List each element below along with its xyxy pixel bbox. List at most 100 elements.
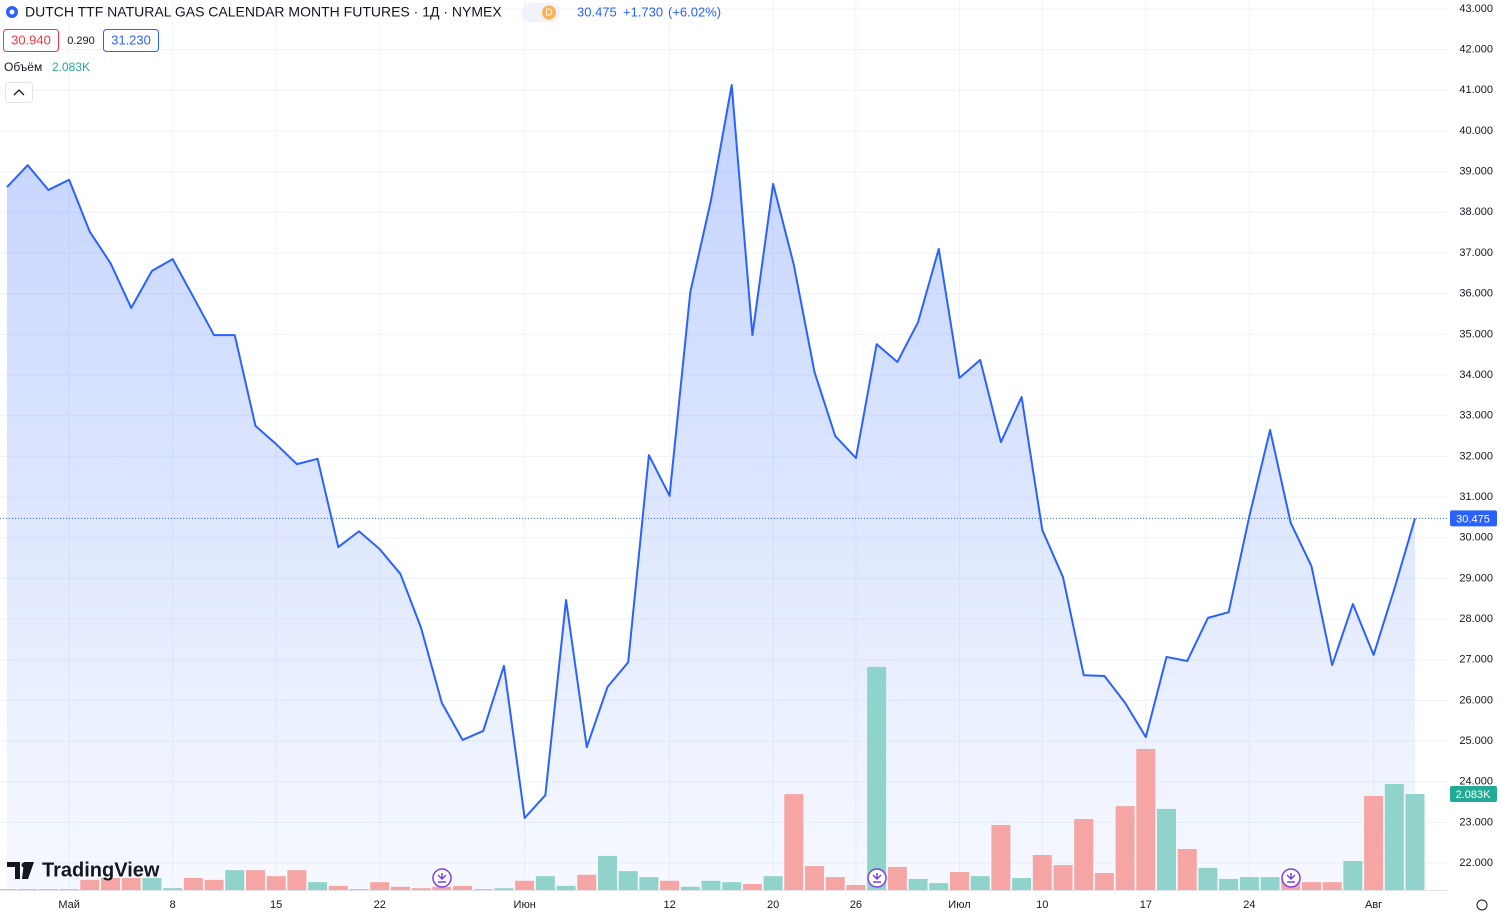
volume-bar (308, 882, 328, 890)
x-tick-label: Авг (1365, 899, 1382, 911)
chart-title: DUTCH TTF NATURAL GAS CALENDAR MONTH FUT… (25, 4, 502, 20)
volume-bar (0, 889, 17, 890)
spread: 0.290 (67, 35, 95, 47)
y-tick-label: 29.000 (1459, 572, 1493, 584)
event-icon[interactable] (1281, 868, 1301, 888)
volume-bar (245, 870, 265, 890)
volume-bar (929, 883, 949, 890)
event-icon[interactable] (432, 868, 452, 888)
badge: D (545, 8, 552, 19)
volume-title: Объём (4, 60, 42, 74)
volume-tag (1450, 785, 1497, 802)
y-tick-label: 22.000 (1459, 857, 1493, 869)
volume-bar (701, 880, 721, 890)
change: +1.730 (623, 4, 663, 19)
change-pct: (+6.02%) (668, 4, 721, 19)
collapse-button[interactable] (5, 82, 33, 103)
volume-bar (390, 886, 410, 890)
volume-bar (597, 855, 617, 890)
volume-bar (266, 876, 286, 890)
volume-bar (1157, 808, 1177, 890)
event-icon[interactable] (867, 868, 887, 888)
volume-bar (121, 878, 141, 890)
volume-bar (1032, 854, 1052, 890)
ask-box[interactable] (103, 29, 159, 52)
volume-bar (991, 825, 1011, 890)
volume-bar (784, 794, 804, 890)
volume-value: 2.083K (52, 60, 90, 74)
symbol-icon-dot (9, 9, 15, 15)
volume-bar (18, 889, 38, 890)
logo-dot (21, 862, 27, 868)
y-tick-label: 30.000 (1459, 532, 1493, 544)
volume-bar (887, 866, 907, 890)
x-tick-label: 26 (850, 899, 862, 911)
x-tick-label: 20 (767, 899, 779, 911)
volume-bar (1136, 748, 1156, 890)
volume-bar (1177, 848, 1197, 890)
y-tick-label: 24.000 (1459, 776, 1493, 788)
volume-bar (473, 889, 493, 890)
volume-bar (1384, 783, 1404, 890)
y-tick-label: 33.000 (1459, 410, 1493, 422)
volume-bar (825, 877, 845, 890)
x-tick-label: 24 (1243, 899, 1255, 911)
volume-bar (1012, 878, 1032, 890)
volume-bar (1322, 882, 1342, 890)
y-tick-label: 25.000 (1459, 735, 1493, 747)
volume-bar (1364, 795, 1384, 890)
price-line (6, 84, 1416, 820)
volume-bar (970, 876, 990, 890)
x-tick-label: 22 (374, 899, 386, 911)
last-price-tag (1450, 510, 1497, 527)
volume-bar (618, 871, 638, 890)
area-fill (7, 85, 1416, 890)
volume-tag-label: 2.083K (1456, 789, 1492, 801)
y-tick-label: 39.000 (1459, 166, 1493, 178)
y-tick-label: 38.000 (1459, 206, 1493, 218)
volume-bar (142, 878, 162, 890)
volume-bar (80, 879, 100, 890)
volume-bar (1405, 793, 1425, 890)
x-tick-label: 8 (170, 899, 176, 911)
y-tick-label: 23.000 (1459, 816, 1493, 828)
logo-text: TradingView (42, 859, 160, 881)
collapse-chevron (13, 89, 25, 96)
volume-bar (639, 877, 659, 890)
volume-bar (59, 889, 79, 890)
last-price: 30.475 (577, 4, 617, 19)
y-tick-label: 37.000 (1459, 247, 1493, 259)
volume-bar (1239, 877, 1259, 890)
logo-mark (7, 862, 34, 879)
volume-bar (949, 872, 969, 890)
volume-bar (1074, 819, 1094, 890)
x-tick-label: Май (58, 899, 80, 911)
y-tick-label: 31.000 (1459, 491, 1493, 503)
volume-bar (453, 885, 473, 890)
y-tick-label: 34.000 (1459, 369, 1493, 381)
volume-bar (204, 879, 224, 890)
volume-bar (763, 876, 783, 890)
y-tick-label: 35.000 (1459, 328, 1493, 340)
volume-bar (556, 885, 576, 890)
volume-bar (1219, 878, 1239, 890)
x-tick-label: 10 (1036, 899, 1048, 911)
y-tick-label: 32.000 (1459, 450, 1493, 462)
badge-dot (542, 5, 556, 20)
volume-bar (432, 886, 452, 890)
volume-bar (411, 888, 431, 890)
ask: 31.230 (111, 32, 151, 47)
volume-bar (515, 880, 535, 890)
y-tick-label: 41.000 (1459, 84, 1493, 96)
y-tick-label: 36.000 (1459, 288, 1493, 300)
settings-icon[interactable] (1476, 899, 1488, 911)
event-icons (432, 868, 1301, 888)
y-tick-label: 28.000 (1459, 613, 1493, 625)
y-tick-label: 40.000 (1459, 125, 1493, 137)
volume-bar (577, 874, 597, 890)
y-tick-label: 42.000 (1459, 44, 1493, 56)
bid-box[interactable] (3, 29, 59, 52)
volume-bar (805, 866, 825, 890)
volume-bar (370, 882, 390, 890)
